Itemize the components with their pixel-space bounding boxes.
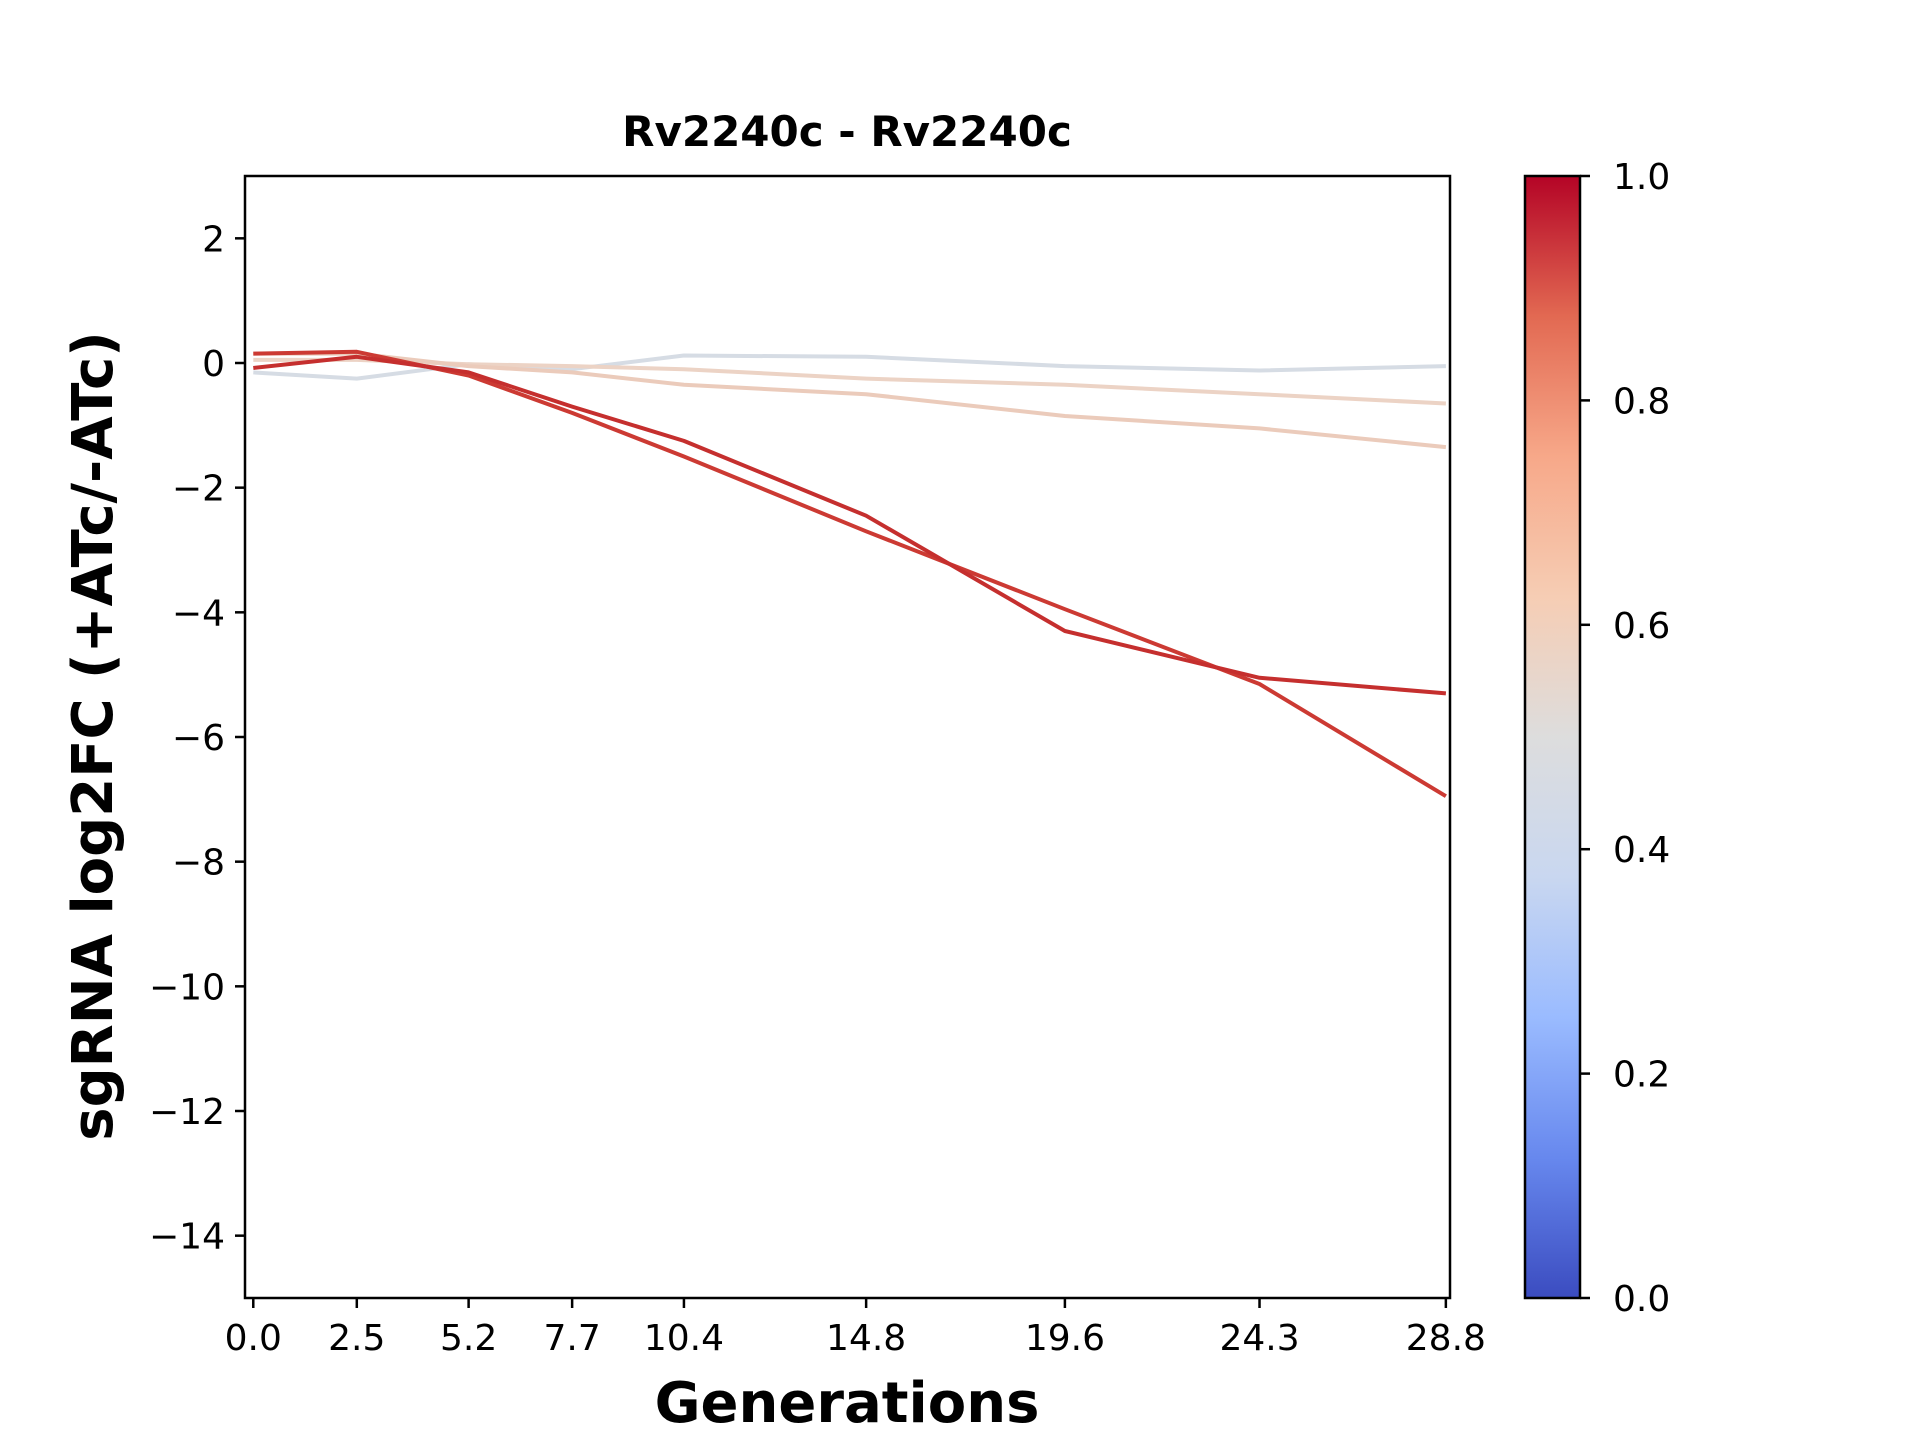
series-line-5 bbox=[253, 354, 1447, 696]
x-tick-label: 10.4 bbox=[644, 1318, 724, 1359]
y-axis-label: sgRNA log2FC (+ATc/-ATc) bbox=[61, 331, 126, 1141]
plot-frame bbox=[243, 174, 1452, 1300]
colorbar-tick-label: 0.6 bbox=[1613, 606, 1670, 647]
y-tick-label: −12 bbox=[149, 1092, 225, 1133]
series-line-1 bbox=[253, 353, 1446, 381]
y-tick-label: −2 bbox=[172, 469, 225, 510]
x-tick-label: 14.8 bbox=[826, 1318, 906, 1359]
y-tick-label: −6 bbox=[172, 718, 225, 759]
y-axis: 2 0 −2 −4 −6 −8 −10 −12 −14 bbox=[149, 219, 245, 1258]
x-tick-label: 0.0 bbox=[225, 1318, 282, 1359]
colorbar-axis: 0.0 0.2 0.4 0.6 0.8 1.0 bbox=[1580, 157, 1670, 1320]
y-tick-label: −10 bbox=[149, 967, 225, 1008]
colorbar-tick-label: 0.0 bbox=[1613, 1279, 1670, 1320]
x-axis: 0.0 2.5 5.2 7.7 10.4 14.8 19.6 24.3 28.8 bbox=[225, 1298, 1486, 1359]
y-tick-label: −4 bbox=[172, 593, 225, 634]
colorbar-tick-label: 0.2 bbox=[1613, 1055, 1670, 1096]
y-tick-label: 0 bbox=[202, 344, 225, 385]
x-tick-label: 19.6 bbox=[1025, 1318, 1105, 1359]
colorbar-tick-label: 1.0 bbox=[1613, 157, 1670, 198]
y-tick-label: −14 bbox=[149, 1217, 225, 1258]
x-tick-label: 2.5 bbox=[328, 1318, 385, 1359]
series-line-4 bbox=[253, 349, 1447, 798]
colorbar-tick-label: 0.8 bbox=[1613, 381, 1670, 422]
colorbar-tick-label: 0.4 bbox=[1613, 830, 1670, 871]
x-tick-label: 24.3 bbox=[1219, 1318, 1299, 1359]
x-tick-label: 7.7 bbox=[543, 1318, 600, 1359]
x-axis-label: Generations bbox=[655, 1371, 1040, 1436]
chart-title: Rv2240c - Rv2240c bbox=[622, 107, 1072, 156]
y-tick-label: −8 bbox=[172, 843, 225, 884]
y-tick-label: 2 bbox=[202, 219, 225, 260]
series-layer bbox=[253, 349, 1447, 798]
x-tick-label: 28.8 bbox=[1406, 1318, 1486, 1359]
x-tick-label: 5.2 bbox=[440, 1318, 497, 1359]
colorbar bbox=[1523, 174, 1582, 1300]
